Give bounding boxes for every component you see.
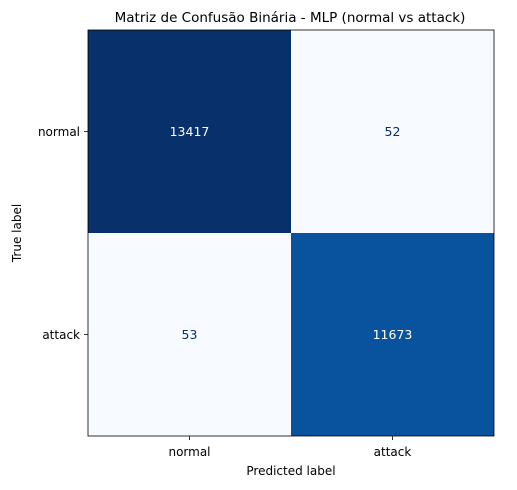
x-tick-label-attack: attack [374,445,412,459]
x-tick-label-normal: normal [168,445,210,459]
cell-value-attack-attack: 11673 [373,327,413,342]
y-tick-label-normal: normal [38,125,80,139]
heatmap-cells [88,30,494,436]
y-axis: normal attack [38,125,88,342]
cell-value-labels: 13417 52 53 11673 [170,124,413,342]
cell-value-normal-attack: 52 [385,124,401,139]
plot-frame [87,29,495,437]
y-tick-label-attack: attack [42,328,80,342]
x-axis: normal attack [168,436,411,459]
chart-title: Matriz de Confusão Binária - MLP (normal… [115,10,466,26]
heatmap-cell-attack-attack [291,233,494,436]
heatmap-cell-normal-attack [291,30,494,233]
y-axis-label: True label [10,204,24,263]
cell-value-attack-normal: 53 [182,327,198,342]
cell-value-normal-normal: 13417 [170,124,210,139]
heatmap-cell-attack-normal [88,233,291,436]
heatmap-cell-normal-normal [88,30,291,233]
x-axis-label: Predicted label [246,464,335,478]
